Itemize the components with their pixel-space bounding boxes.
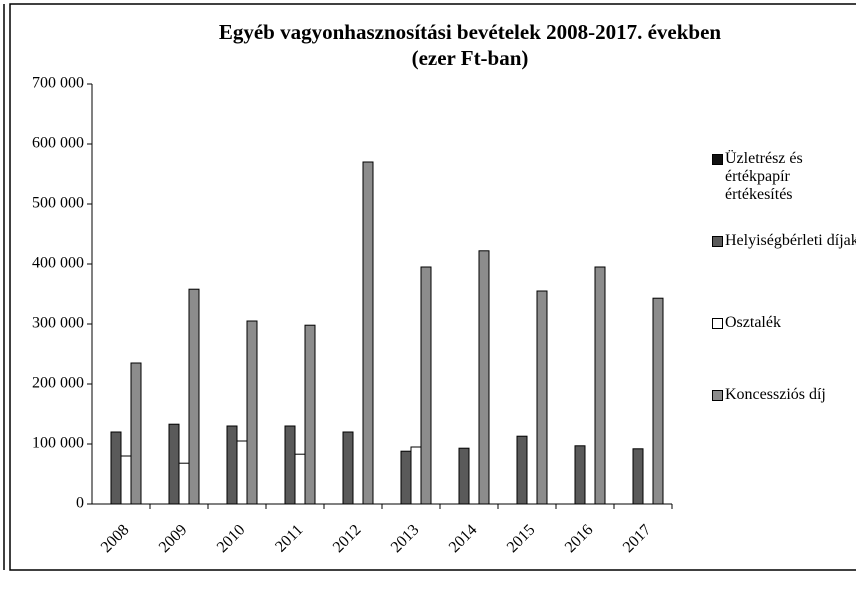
x-tick-label: 2016 [562, 521, 597, 556]
legend-swatch [712, 318, 723, 329]
legend-swatch [712, 154, 723, 165]
x-tick-label: 2017 [620, 521, 655, 556]
x-tick-label: 2012 [330, 521, 365, 556]
legend-label: Koncessziós díj [725, 386, 826, 403]
x-tick-label: 2008 [98, 521, 133, 556]
bar [516, 435, 528, 505]
bar [120, 455, 132, 505]
x-tick-label: 2010 [214, 521, 249, 556]
bar [342, 431, 354, 505]
y-tick-label: 200 000 [32, 375, 84, 392]
legend-label: Osztalék [725, 314, 781, 331]
bar [400, 450, 412, 505]
bar [168, 423, 180, 505]
bar [246, 320, 258, 505]
x-tick-label: 2014 [446, 521, 481, 556]
y-tick-label: 0 [76, 495, 84, 512]
chart-frame [9, 3, 856, 571]
x-tick-label: 2009 [156, 521, 191, 556]
bar [420, 266, 432, 505]
bar [652, 297, 664, 505]
y-tick-label: 600 000 [32, 135, 84, 152]
bar [574, 445, 586, 505]
legend-label: Helyiségbérleti díjak [725, 232, 856, 249]
bar [478, 250, 490, 505]
y-tick-label: 300 000 [32, 315, 84, 332]
legend-entry: Üzletrész és értékpapír értékesítés [712, 150, 856, 204]
y-tick-label: 400 000 [32, 255, 84, 272]
bar [594, 266, 606, 505]
bar [632, 448, 644, 505]
chart-subtitle: (ezer Ft-ban) [412, 46, 529, 70]
x-tick-label: 2013 [388, 521, 423, 556]
bar [536, 290, 548, 505]
bar [236, 440, 248, 505]
y-tick-label: 700 000 [32, 75, 84, 92]
x-tick-label: 2011 [272, 521, 306, 555]
bar [294, 453, 306, 505]
bar [458, 447, 470, 505]
bar [188, 288, 200, 505]
legend-swatch [712, 236, 723, 247]
bar [110, 431, 122, 505]
legend-entry: Osztalék [712, 314, 856, 332]
chart-title: Egyéb vagyonhasznosítási bevételek 2008-… [219, 20, 722, 44]
bar [362, 161, 374, 505]
y-tick-label: 100 000 [32, 435, 84, 452]
legend-entry: Koncessziós díj [712, 386, 856, 404]
bar [226, 425, 238, 505]
bar [284, 425, 296, 505]
bar [304, 324, 316, 505]
legend-label: Üzletrész és értékpapír értékesítés [725, 150, 803, 203]
legend-swatch [712, 390, 723, 401]
bar [410, 446, 422, 505]
y-tick-label: 500 000 [32, 195, 84, 212]
bar [130, 362, 142, 505]
legend-entry: Helyiségbérleti díjak [712, 232, 856, 250]
x-tick-label: 2015 [504, 521, 539, 556]
bar [178, 462, 190, 505]
